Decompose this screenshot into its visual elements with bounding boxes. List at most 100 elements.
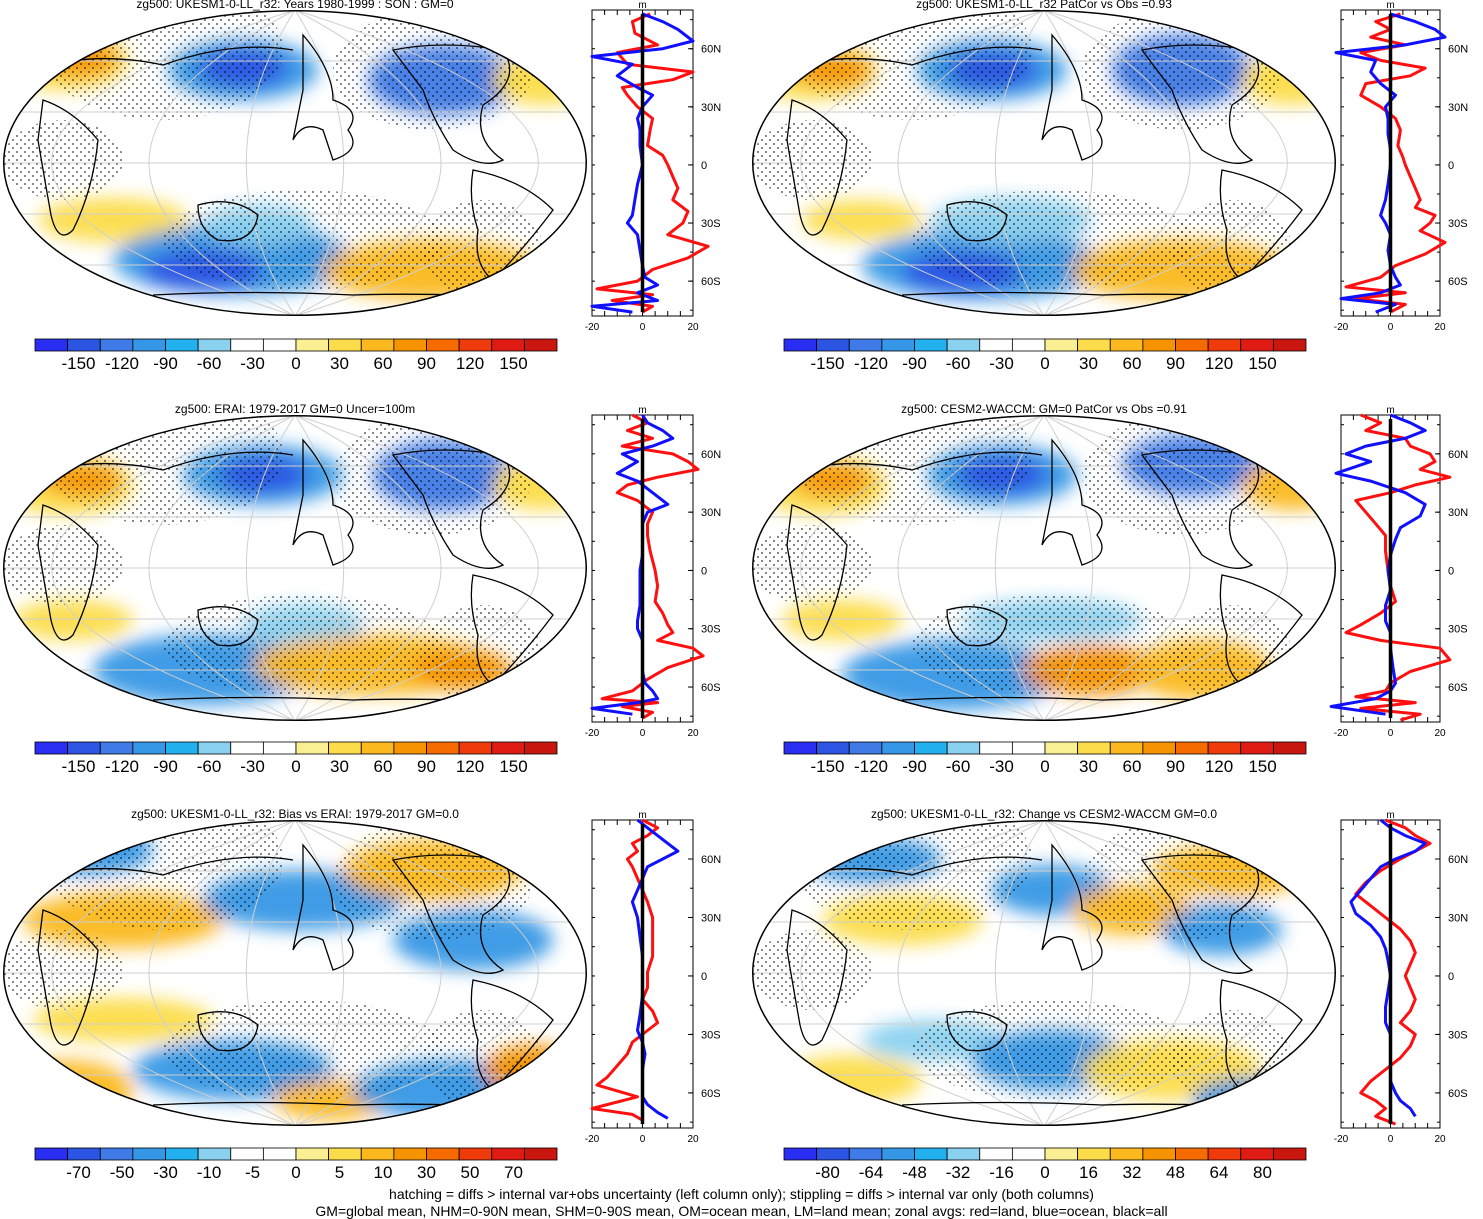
colorbar-swatch bbox=[230, 1147, 264, 1161]
map-field bbox=[752, 820, 1336, 1126]
colorbar-swatch bbox=[1077, 1147, 1111, 1161]
graticule-meridian bbox=[1043, 10, 1094, 316]
colorbar-swatch bbox=[295, 741, 330, 755]
stipple-region bbox=[912, 595, 1192, 695]
colorbar-tick-label: 30 bbox=[417, 1163, 436, 1182]
colorbar-tick-label: 0 bbox=[1040, 354, 1049, 373]
colorbar-tick-label: 120 bbox=[456, 354, 484, 373]
coastline bbox=[946, 1011, 1008, 1052]
colorbar-swatch bbox=[1175, 741, 1209, 755]
colorbar-swatch bbox=[816, 741, 850, 755]
ocean-zonal-line bbox=[1349, 818, 1427, 1118]
colorbar-swatch bbox=[881, 1147, 915, 1161]
profile-lat-label: 30N bbox=[701, 102, 721, 114]
zonal-profile: -20 0 20 m 60N 30N 0 30S 60S bbox=[585, 0, 721, 333]
colorbar-swatch bbox=[1109, 1147, 1144, 1161]
profile-lat-label: 30S bbox=[701, 1029, 721, 1041]
graticule-meridian bbox=[51, 415, 296, 721]
colorbar-swatch bbox=[1272, 338, 1307, 352]
colorbar-swatch bbox=[783, 741, 818, 755]
graticule-meridian bbox=[897, 415, 1045, 721]
anomaly-blob bbox=[802, 200, 922, 240]
colorbar-tick-label: -32 bbox=[946, 1163, 971, 1182]
colorbar-swatch bbox=[523, 741, 558, 755]
coastline bbox=[292, 33, 354, 161]
footnote-legend: GM=global mean, NHM=0-90N mean, SHM=0-90… bbox=[315, 1203, 1168, 1219]
colorbar-swatch bbox=[1011, 1147, 1046, 1161]
colorbar-swatch bbox=[197, 741, 232, 755]
colorbar-tick-label: 30 bbox=[1079, 757, 1098, 776]
graticule-meridian bbox=[294, 10, 345, 316]
profile-lat-label: 0 bbox=[1448, 971, 1454, 983]
profile-x-tick-label: -20 bbox=[585, 1134, 600, 1145]
colorbar-swatch bbox=[914, 741, 948, 755]
graticule-meridian bbox=[294, 415, 442, 721]
colorbar-tick-label: 90 bbox=[417, 757, 436, 776]
colorbar-tick-label: 150 bbox=[499, 757, 527, 776]
colorbar-swatch bbox=[99, 338, 134, 352]
colorbar-swatch bbox=[1272, 1147, 1307, 1161]
colorbar-tick-label: 150 bbox=[499, 354, 527, 373]
colorbar-swatch bbox=[1175, 1147, 1209, 1161]
map-field bbox=[752, 415, 1336, 721]
profile-lat-label: 0 bbox=[1448, 565, 1454, 577]
colorbar-swatch bbox=[360, 1147, 395, 1161]
colorbar-swatch bbox=[458, 741, 493, 755]
graticule-meridian bbox=[800, 820, 1045, 1126]
zonal-profile: -20 0 20 m 60N 30N 0 30S 60S bbox=[1329, 405, 1468, 739]
colorbar-tick-label: 30 bbox=[1079, 354, 1098, 373]
profile-lat-label: 60N bbox=[1448, 449, 1468, 461]
colorbar-swatch bbox=[67, 1147, 101, 1161]
stipple-region bbox=[1172, 1010, 1292, 1110]
graticule-meridian bbox=[245, 10, 296, 316]
ocean-zonal-line bbox=[630, 818, 680, 1120]
colorbar-tick-label: 30 bbox=[330, 757, 349, 776]
profile-lat-label: 0 bbox=[701, 971, 707, 983]
colorbar: -150 -120 -90 -60 -30 0 30 60 90 120 150 bbox=[783, 741, 1307, 776]
colorbar-tick-label: 120 bbox=[1205, 757, 1233, 776]
coastline bbox=[391, 449, 511, 569]
graticule-meridian bbox=[294, 820, 345, 1126]
colorbar-swatch bbox=[1109, 338, 1144, 352]
colorbar-swatch bbox=[979, 741, 1013, 755]
graticule-meridian bbox=[897, 10, 1045, 316]
colorbar-tick-label: 150 bbox=[1248, 354, 1276, 373]
graticule-meridian bbox=[800, 10, 1045, 316]
colorbar-swatch bbox=[328, 338, 362, 352]
profile-lat-label: 60N bbox=[1448, 44, 1468, 56]
colorbar-swatch bbox=[848, 741, 883, 755]
colorbar-swatch bbox=[295, 1147, 330, 1161]
colorbar-swatch bbox=[1272, 741, 1307, 755]
graticule bbox=[752, 10, 1336, 316]
colorbar-swatch bbox=[1011, 338, 1046, 352]
colorbar-tick-label: 150 bbox=[1248, 757, 1276, 776]
graticule-meridian bbox=[148, 820, 296, 1126]
land-zonal-line bbox=[590, 818, 660, 1122]
colorbar-swatch bbox=[946, 1147, 981, 1161]
colorbar-tick-label: 80 bbox=[1253, 1163, 1272, 1182]
profile-x-tick-label: -20 bbox=[1334, 322, 1349, 333]
colorbar-swatch bbox=[262, 338, 297, 352]
colorbar-swatch bbox=[426, 1147, 460, 1161]
colorbar-swatch bbox=[393, 338, 427, 352]
colorbar-swatch bbox=[328, 1147, 362, 1161]
profile-lat-label: 30S bbox=[1448, 624, 1468, 636]
colorbar-swatch bbox=[1240, 338, 1274, 352]
profile-unit-label: m bbox=[1386, 810, 1394, 821]
colorbar-tick-label: -120 bbox=[854, 757, 888, 776]
colorbar-tick-label: 90 bbox=[1166, 354, 1185, 373]
zonal-profile: -20 0 20 m 60N 30N 0 30S 60S bbox=[585, 810, 721, 1145]
colorbar-tick-label: 5 bbox=[335, 1163, 344, 1182]
colorbar-tick-label: 10 bbox=[374, 1163, 393, 1182]
land-zonal-line bbox=[595, 12, 710, 314]
colorbar-swatch bbox=[360, 741, 395, 755]
profile-x-tick-label: 0 bbox=[1388, 322, 1394, 333]
colorbar-tick-label: -30 bbox=[989, 757, 1014, 776]
colorbar-tick-label: 48 bbox=[1166, 1163, 1185, 1182]
profile-x-tick-label: 0 bbox=[640, 1134, 646, 1145]
anomaly-blob bbox=[38, 198, 188, 242]
colorbar-swatch bbox=[816, 1147, 850, 1161]
stipple-region bbox=[752, 930, 872, 1010]
colorbar-tick-label: -120 bbox=[854, 354, 888, 373]
graticule-meridian bbox=[294, 415, 345, 721]
